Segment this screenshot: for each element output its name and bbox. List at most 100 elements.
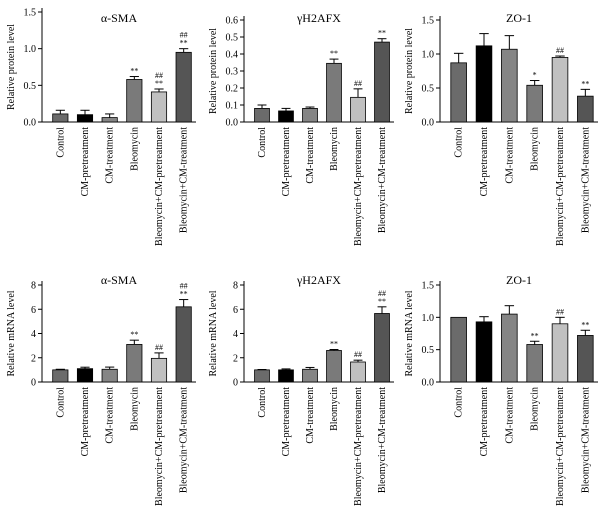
bar-2: [475, 45, 493, 123]
bar-2: [76, 114, 94, 123]
chart-panel-4: α-SMA Relative mRNA level 0 2 4 6 8 Control CM-p…: [6, 273, 196, 506]
significance-label: **: [155, 79, 163, 88]
y-axis-label: Relative protein level: [404, 28, 415, 114]
category-label: CM-treatment: [305, 387, 316, 444]
y-tick-label: 6: [233, 305, 238, 316]
category-label: Bleomycin+CM-treatment: [377, 127, 388, 233]
y-tick-label: 0.5: [422, 84, 435, 95]
category-label: CM-pretreatment: [281, 387, 292, 457]
category-label: Bleomycin+CM-treatment: [580, 127, 591, 233]
y-tick-label: 1.5: [24, 8, 37, 19]
bar-6: [374, 41, 390, 123]
y-tick-label: 0.3: [226, 67, 239, 78]
chart-panel-2: γH2AFX Relative protein level 0.0 0.1 0.2 0.3…: [208, 11, 394, 246]
bar-1: [254, 108, 270, 123]
y-tick-label: 0.2: [226, 84, 239, 95]
category-label: CM-treatment: [105, 387, 116, 444]
category-label: Bleomycin+CM-pretreatment: [555, 127, 566, 246]
category-label: Bleomycin: [530, 127, 541, 171]
category-label: CM-treatment: [504, 387, 515, 444]
category-label: CM-pretreatment: [281, 127, 292, 197]
y-axis-label: Relative mRNA level: [6, 290, 17, 376]
bar-1: [52, 369, 69, 383]
y-tick-label: 4: [31, 329, 36, 340]
bar-1: [450, 62, 467, 123]
category-label: Bleomycin+CM-treatment: [377, 387, 388, 493]
bar-2: [76, 368, 94, 383]
bar-1: [52, 113, 69, 123]
significance-label: **: [130, 330, 138, 339]
category-label: Bleomycin: [329, 387, 340, 431]
bar-5: [150, 91, 168, 123]
significance-label: ##: [378, 289, 386, 298]
bar-5: [150, 357, 168, 383]
bar-6: [175, 306, 192, 383]
bar-3: [302, 368, 318, 383]
bar-5: [350, 361, 366, 383]
y-tick-label: 0.5: [24, 81, 37, 92]
category-label: Control: [55, 127, 66, 158]
significance-label: ##: [155, 71, 163, 80]
bar-4: [326, 62, 342, 123]
y-axis-label: Relative protein level: [208, 28, 219, 114]
chart-title: α-SMA: [101, 273, 138, 287]
chart-panel-6: ZO-1 Relative mRNA level 0.0 0.5 1.0 1.5 Contr…: [404, 273, 598, 506]
category-label: Bleomycin+CM-pretreatment: [353, 127, 364, 246]
category-label: Control: [257, 387, 268, 418]
significance-label: ##: [354, 79, 362, 88]
category-label: Bleomycin: [129, 127, 140, 171]
category-label: CM-treatment: [105, 127, 116, 184]
chart-title: ZO-1: [506, 11, 532, 25]
y-tick-label: 0.6: [226, 16, 239, 27]
y-tick-label: 1.5: [422, 16, 435, 27]
chart-panel-3: ZO-1 Relative protein level 0.0 0.5 1.0 1.5 Co…: [404, 11, 598, 246]
category-label: Bleomycin+CM-treatment: [580, 387, 591, 493]
bar-3: [501, 48, 518, 123]
category-label: Bleomycin: [329, 127, 340, 171]
bar-2: [278, 369, 294, 383]
significance-label: ##: [180, 31, 188, 40]
bar-1: [254, 369, 270, 383]
significance-label: **: [531, 331, 539, 340]
chart-panel-1: α-SMA Relative protein level 0.0 0.5 1.0 1.5 C…: [6, 8, 196, 246]
bar-4: [526, 344, 543, 383]
bar-4: [126, 79, 143, 123]
y-tick-label: 0.0: [24, 118, 37, 129]
bar-1: [450, 316, 467, 383]
significance-label: **: [130, 67, 138, 76]
significance-label: ##: [556, 307, 564, 316]
significance-label: **: [180, 290, 188, 299]
bar-6: [175, 51, 192, 123]
y-tick-label: 0.5: [422, 345, 435, 356]
bar-3: [302, 108, 318, 123]
y-axis-label: Relative mRNA level: [208, 290, 219, 376]
chart-title: γH2AFX: [296, 11, 341, 25]
chart-title: γH2AFX: [296, 273, 341, 287]
y-tick-label: 0.0: [422, 378, 435, 389]
significance-label: **: [180, 39, 188, 48]
bar-5: [350, 96, 366, 123]
category-label: CM-pretreatment: [479, 387, 490, 457]
significance-label: **: [330, 49, 338, 58]
significance-label: **: [378, 29, 386, 38]
y-tick-label: 0.0: [422, 118, 435, 129]
significance-label: **: [581, 320, 589, 329]
y-tick-label: 0.5: [226, 33, 239, 44]
y-axis-label: Relative protein level: [6, 24, 17, 110]
significance-label: ##: [354, 350, 362, 359]
category-label: Bleomycin+CM-pretreatment: [555, 387, 566, 506]
category-label: CM-pretreatment: [80, 387, 91, 457]
y-tick-label: 1.0: [422, 50, 435, 61]
category-label: Bleomycin+CM-treatment: [179, 127, 190, 233]
chart-title: α-SMA: [101, 11, 138, 25]
significance-label: ##: [180, 282, 188, 291]
y-tick-label: 0.4: [226, 50, 239, 61]
bar-3: [501, 313, 518, 383]
y-tick-label: 8: [31, 281, 36, 292]
y-tick-label: 1.0: [422, 313, 435, 324]
bar-5: [551, 57, 569, 123]
y-tick-label: 0: [233, 378, 238, 389]
significance-label: ##: [155, 343, 163, 352]
chart-title: ZO-1: [506, 273, 532, 287]
bar-6: [577, 335, 594, 383]
